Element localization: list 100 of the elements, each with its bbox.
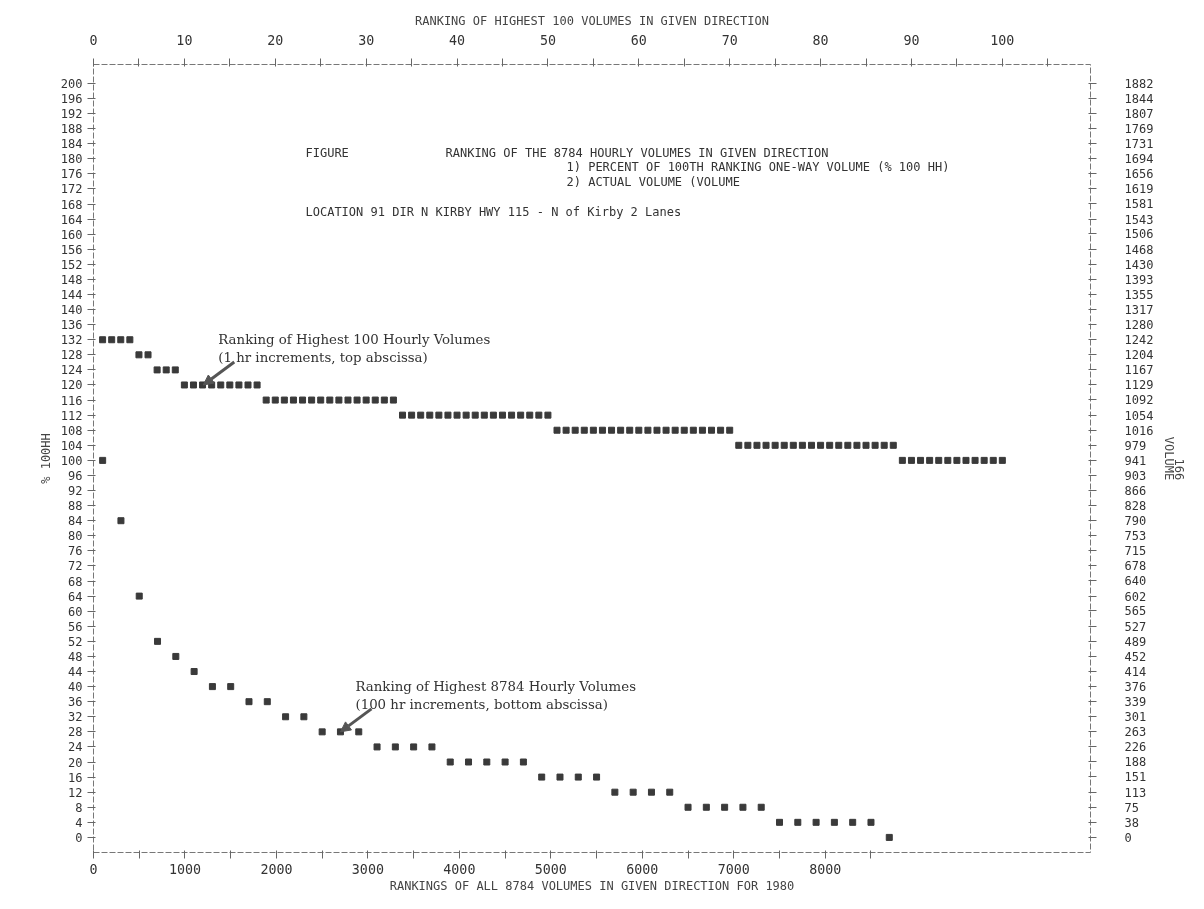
point — [519, 758, 527, 766]
y2-tick-label: 0 — [1124, 830, 1132, 845]
y2-tick-label: 1656 — [1124, 167, 1154, 182]
point — [446, 758, 454, 766]
y2-tick-label: 1581 — [1124, 197, 1154, 212]
y2-tick-label: 565 — [1124, 604, 1147, 619]
point — [885, 833, 893, 841]
x-tick-label: 3000 — [351, 861, 384, 877]
annotation: 2) ACTUAL VOLUME (VOLUME — [566, 174, 740, 189]
y-tick-label: 72 — [68, 559, 83, 574]
y2-tick-label: 376 — [1124, 680, 1147, 695]
y2-tick-label: 715 — [1124, 544, 1147, 559]
x2-tick-label: 40 — [449, 32, 466, 48]
y-tick-label: 188 — [60, 122, 83, 137]
y2-tick-label: 753 — [1124, 529, 1147, 544]
y-tick-label: 200 — [60, 76, 83, 91]
point — [739, 803, 747, 811]
x2-tick-label: 30 — [358, 32, 375, 48]
y-tick-label: 108 — [60, 423, 83, 438]
y2-tick-label: 1092 — [1124, 393, 1154, 408]
x-tick-label: 8000 — [809, 861, 842, 877]
point — [812, 818, 820, 826]
y-tick-label: 36 — [68, 695, 83, 710]
y-tick-label: 140 — [60, 303, 83, 318]
x2-tick-label: 100 — [990, 32, 1015, 48]
y2-tick-label: 1054 — [1124, 408, 1154, 423]
point — [135, 592, 143, 600]
point — [208, 683, 216, 691]
y-tick-label: 148 — [60, 272, 83, 287]
y-tick-label: 164 — [60, 212, 83, 227]
y-tick-label: 48 — [68, 649, 83, 664]
y-tick-label: 92 — [68, 484, 83, 499]
y2-tick-label: 452 — [1124, 649, 1147, 664]
x2-tick-label: 90 — [903, 32, 920, 48]
point — [574, 773, 582, 781]
y-tick-label: 80 — [68, 529, 83, 544]
y2-tick-label: 1731 — [1124, 137, 1154, 152]
y-tick-label: 16 — [68, 770, 83, 785]
y2-tick-label: 866 — [1124, 483, 1147, 498]
point — [190, 668, 198, 676]
y-tick-label: 64 — [68, 589, 83, 604]
point — [629, 788, 637, 796]
y-tick-label: 172 — [60, 182, 83, 197]
annotation: RANKING OF THE 8784 HOURLY VOLUMES IN GIVEN DIRECTION — [445, 145, 829, 160]
y2-tick-label: 1694 — [1124, 152, 1154, 167]
y-tick-label: 20 — [68, 755, 83, 770]
y-tick-label: 192 — [60, 107, 83, 122]
y2-tick-label: 979 — [1124, 438, 1147, 453]
point — [300, 713, 308, 721]
y2-tick-label: 263 — [1124, 725, 1147, 740]
y2-tick-label: 903 — [1124, 469, 1147, 484]
y-tick-label: 152 — [60, 257, 83, 272]
y2-tick-label: 790 — [1124, 514, 1147, 529]
point — [373, 743, 381, 751]
y-tick-label: 104 — [60, 438, 83, 453]
y2-tick-label: 1468 — [1124, 242, 1154, 257]
y-tick-label: 0 — [75, 830, 83, 845]
annotation: Ranking of Highest 8784 Hourly Volumes (100 hr increments, bottom abscissa) — [355, 678, 637, 712]
point — [99, 456, 107, 464]
point — [263, 698, 271, 706]
point — [282, 713, 290, 721]
x2-axis-title: RANKING OF HIGHEST 100 VOLUMES IN GIVEN DIRECTION — [415, 13, 770, 28]
point — [867, 818, 875, 826]
y2-tick-label: 226 — [1124, 740, 1147, 755]
y2-tick-label: 640 — [1124, 574, 1147, 589]
annotation: LOCATION 91 DIR N KIRBY HWY 115 - N of Kirby 2 Lanes — [305, 204, 682, 219]
y2-tick-label: 1167 — [1124, 363, 1154, 378]
y2-tick-label: 1844 — [1124, 92, 1154, 107]
point — [721, 803, 729, 811]
y-tick-label: 196 — [60, 91, 83, 106]
point — [227, 683, 235, 691]
y2-tick-label: 1769 — [1124, 122, 1154, 137]
y2-tick-label: 1204 — [1124, 348, 1154, 363]
y-tick-label: 44 — [68, 665, 83, 680]
y-tick-label: 180 — [60, 152, 83, 167]
y2-tick-label: 38 — [1124, 815, 1139, 830]
y-tick-label: 56 — [68, 619, 83, 634]
y-tick-label: 88 — [68, 499, 83, 514]
x2-tick-label: 20 — [267, 32, 284, 48]
x-tick-label: 7000 — [717, 861, 750, 877]
y-tick-label: 136 — [60, 318, 83, 333]
point — [410, 743, 418, 751]
point — [245, 698, 253, 706]
annotation: 1) PERCENT OF 100TH RANKING ONE-WAY VOLUME (% 100 HH) — [566, 159, 950, 174]
y2-tick-label: 1619 — [1124, 182, 1154, 197]
y-tick-label: 52 — [68, 634, 83, 649]
x2-tick-label: 80 — [812, 32, 829, 48]
y-tick-label: 12 — [68, 785, 83, 800]
point — [776, 818, 784, 826]
point — [794, 818, 802, 826]
y2-tick-label: 678 — [1124, 559, 1147, 574]
point — [593, 773, 601, 781]
y2-tick-label: 1016 — [1124, 423, 1154, 438]
y-tick-label: 28 — [68, 725, 83, 740]
y2-tick-label: 941 — [1124, 453, 1147, 468]
point — [465, 758, 473, 766]
point — [556, 773, 564, 781]
y2-tick-label: 188 — [1124, 755, 1147, 770]
point — [830, 818, 838, 826]
y2-tick-label: 414 — [1124, 664, 1147, 679]
